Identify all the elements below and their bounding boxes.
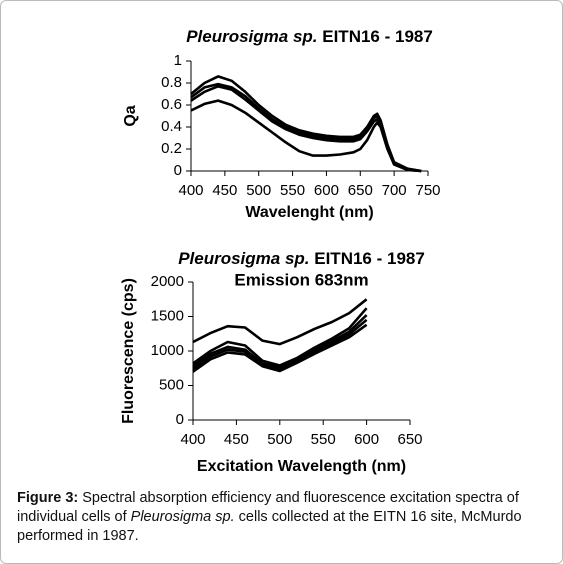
x-axis-label: Excitation Wavelength (nm) [197,458,406,475]
y-axis-label: Fluorescence (cps) [120,278,137,424]
x-tick-label: 550 [280,182,305,199]
x-tick-label: 650 [397,431,422,448]
y-tick-label: 2000 [151,273,184,290]
x-tick-label: 400 [180,431,205,448]
y-axis-label: Qa [122,105,139,126]
title-italic: Pleurosigma sp. [186,27,317,46]
data-line [190,85,422,173]
chart-title: Pleurosigma sp. EITN16 - 1987 [178,249,425,268]
title-italic: Pleurosigma sp. [178,249,309,268]
y-tick-label: 0 [176,411,184,428]
y-tick-label: 0.4 [161,118,182,135]
data-line [190,82,422,173]
y-tick-label: 1500 [151,307,184,324]
y-tick-label: 1000 [151,342,184,359]
x-tick-label: 450 [224,431,249,448]
charts: Pleurosigma sp. EITN16 - 1987 0 0.2 0.4 0.6 0… [120,27,440,475]
x-tick-label: 700 [382,182,407,199]
y-tick-label: 0.2 [161,140,182,157]
x-tick-label: 650 [348,182,373,199]
y-tick-label: 0.6 [161,96,182,113]
data-line [192,323,368,373]
x-tick-label: 750 [415,182,440,199]
caption-text: Spectral absorption efficiency and fluor… [17,490,519,525]
data-line [192,307,368,367]
data-line [190,99,422,173]
chart-title: Pleurosigma sp. EITN16 - 1987 [186,27,433,46]
data-line [192,314,368,369]
y-tick-label: 500 [159,376,184,393]
caption-italic: Pleurosigma sp. [130,509,235,525]
y-tick-label: 0.8 [161,74,182,91]
x-tick-label: 600 [314,182,339,199]
title-rest: EITN16 - 1987 [322,27,433,46]
x-tick-label: 400 [178,182,203,199]
y-tick-label: 0 [174,162,182,179]
data-line [192,298,368,346]
caption-label: Figure 3: [17,490,79,506]
data-line [190,75,422,173]
chart-subtitle: Emission 683nm [234,270,368,289]
x-axis-label: Wavelenght (nm) [245,204,373,221]
x-tick-label: 550 [311,431,336,448]
x-tick-label: 500 [267,431,292,448]
y-tick-label: 1 [174,52,182,69]
x-tick-label: 450 [212,182,237,199]
title-rest: EITN16 - 1987 [314,249,425,268]
x-tick-label: 500 [246,182,271,199]
x-tick-label: 600 [354,431,379,448]
caption-text: cells collected at the EITN 16 site, McM… [17,509,522,544]
caption: Figure 3: Spectral absorption efficiency… [17,489,552,546]
